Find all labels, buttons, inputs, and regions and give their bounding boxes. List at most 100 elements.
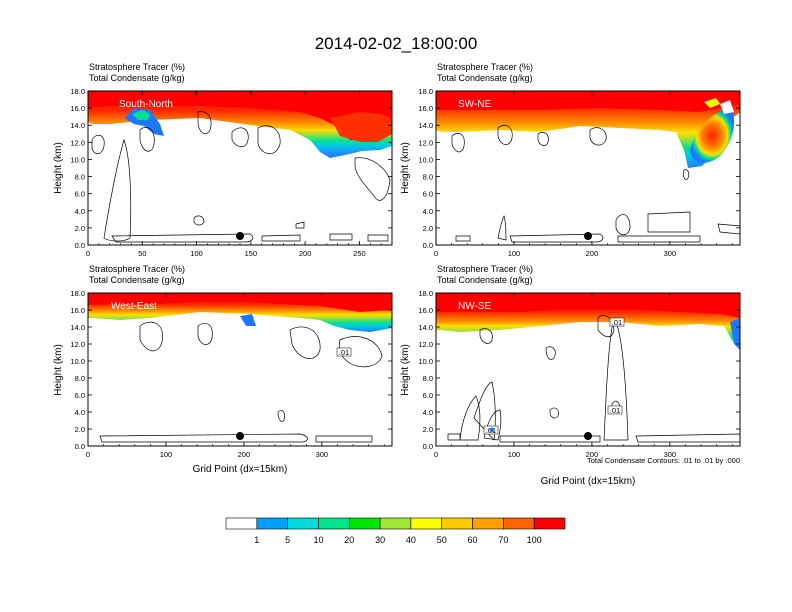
y-tick-label: 2.0 <box>75 425 85 434</box>
point-marker <box>584 232 592 240</box>
colorbar-label: 100 <box>527 535 542 545</box>
panel-south-north: Stratosphere Tracer (%) Total Condensate… <box>53 62 393 258</box>
plot-frame <box>435 292 741 447</box>
panel-header-condensate: Total Condensate (g/kg) <box>89 275 185 285</box>
condensate-contours <box>447 315 741 443</box>
panel-nw-se: Stratosphere Tracer (%) Total Condensate… <box>400 264 741 487</box>
y-tick-label: 0.0 <box>423 442 433 451</box>
y-axis-label: Height (km) <box>53 142 64 194</box>
region-label: NW-SE <box>458 301 491 312</box>
colorbar-label: 1 <box>254 535 259 545</box>
tracer-field <box>436 293 740 350</box>
contour-footnote: Total Condensate Contours: .01 to .01 by… <box>587 456 740 465</box>
y-tick-label: 4.0 <box>75 408 85 417</box>
y-tick-label: 10.0 <box>70 357 85 366</box>
y-axis-label: Height (km) <box>400 344 411 396</box>
colorbar-swatch <box>318 517 350 530</box>
region-label: South-North <box>119 99 173 110</box>
x-tick-label: 100 <box>160 450 173 459</box>
panel-header-tracer: Stratosphere Tracer (%) <box>437 264 533 274</box>
colorbar-swatch <box>287 517 319 530</box>
x-tick-label: 300 <box>316 450 329 459</box>
contour-label: .01 <box>336 347 352 357</box>
y-tick-label: 8.0 <box>75 173 85 182</box>
x-tick-label: 200 <box>586 249 599 258</box>
x-tick-label: 250 <box>353 249 366 258</box>
colorbar-label: 40 <box>406 535 416 545</box>
x-tick-label: 200 <box>299 249 312 258</box>
y-tick-label: 18.0 <box>418 87 433 96</box>
svg-text:.01: .01 <box>339 348 349 357</box>
y-tick-label: 6.0 <box>75 190 85 199</box>
panel-header-condensate: Total Condensate (g/kg) <box>89 73 185 83</box>
y-tick-label: 14.0 <box>418 323 433 332</box>
y-tick-label: 10.0 <box>70 155 85 164</box>
y-tick-label: 8.0 <box>423 374 433 383</box>
condensate-contours <box>451 124 741 243</box>
figure-title: 2014-02-02_18:00:00 <box>315 34 478 53</box>
y-tick-label: 2.0 <box>423 224 433 233</box>
y-tick-label: 4.0 <box>423 207 433 216</box>
x-tick-label: 100 <box>508 249 521 258</box>
y-tick-label: 18.0 <box>70 87 85 96</box>
panel-sw-ne: Stratosphere Tracer (%) Total Condensate… <box>400 62 741 258</box>
x-tick-label: 100 <box>190 249 203 258</box>
x-tick-label: 0 <box>434 249 438 258</box>
x-tick-label: 100 <box>508 450 521 459</box>
y-tick-label: 16.0 <box>70 104 85 113</box>
y-tick-label: 10.0 <box>418 155 433 164</box>
x-tick-label: 200 <box>586 450 599 459</box>
plot-frame <box>87 292 393 447</box>
panel-header-condensate: Total Condensate (g/kg) <box>437 275 533 285</box>
colorbar-label: 60 <box>468 535 478 545</box>
tracer-field <box>436 91 740 168</box>
y-axis: 0.0 2.0 4.0 6.0 8.0 10.0 12.0 14.0 16.0 18.0 <box>70 87 392 250</box>
y-tick-label: 18.0 <box>418 289 433 298</box>
colorbar-label: 30 <box>375 535 385 545</box>
colorbar-swatch <box>256 517 288 530</box>
y-tick-label: 4.0 <box>423 408 433 417</box>
y-tick-label: 10.0 <box>418 357 433 366</box>
x-axis: 0 100 200 300 <box>434 293 733 459</box>
colorbar-label: 50 <box>437 535 447 545</box>
y-tick-label: 0.0 <box>75 241 85 250</box>
colorbar-swatch <box>441 517 473 530</box>
panel-header-tracer: Stratosphere Tracer (%) <box>89 264 185 274</box>
panel-header-tracer: Stratosphere Tracer (%) <box>89 62 185 72</box>
y-axis: 0.0 2.0 4.0 6.0 8.0 10.0 12.0 14.0 16.0 18.0 <box>70 289 392 451</box>
contour-label: .01 <box>609 317 625 327</box>
y-tick-label: 12.0 <box>70 138 85 147</box>
tracer-field <box>88 293 392 332</box>
x-axis: 0 100 200 300 <box>86 293 385 459</box>
y-tick-label: 2.0 <box>75 224 85 233</box>
region-label: West-East <box>111 301 157 312</box>
colorbar: 1 5 10 20 30 40 50 60 70 100 <box>225 517 566 545</box>
y-tick-label: 6.0 <box>423 391 433 400</box>
point-marker <box>236 432 244 440</box>
x-tick-label: 50 <box>138 249 146 258</box>
x-tick-label: 300 <box>664 249 677 258</box>
x-axis-label: Grid Point (dx=15km) <box>541 476 636 487</box>
colorbar-swatch <box>503 517 535 530</box>
y-tick-label: 8.0 <box>75 374 85 383</box>
y-tick-label: 18.0 <box>70 289 85 298</box>
x-tick-label: 0 <box>86 450 90 459</box>
y-tick-label: 14.0 <box>70 323 85 332</box>
colorbar-swatch <box>472 517 504 530</box>
y-tick-label: 16.0 <box>70 306 85 315</box>
x-tick-label: 150 <box>245 249 258 258</box>
condensate-spot <box>489 427 495 433</box>
y-axis-label: Height (km) <box>53 344 64 396</box>
y-axis-label: Height (km) <box>400 142 411 194</box>
svg-text:.01: .01 <box>610 406 620 415</box>
x-tick-label: 0 <box>434 450 438 459</box>
x-axis-label: Grid Point (dx=15km) <box>193 464 288 475</box>
y-tick-label: 0.0 <box>75 442 85 451</box>
colorbar-label: 5 <box>285 535 290 545</box>
y-tick-label: 12.0 <box>418 138 433 147</box>
x-axis: 0 100 200 300 <box>434 91 733 258</box>
colorbar-swatch <box>379 517 412 530</box>
x-tick-label: 0 <box>86 249 90 258</box>
y-tick-label: 12.0 <box>70 340 85 349</box>
y-tick-label: 14.0 <box>70 121 85 130</box>
